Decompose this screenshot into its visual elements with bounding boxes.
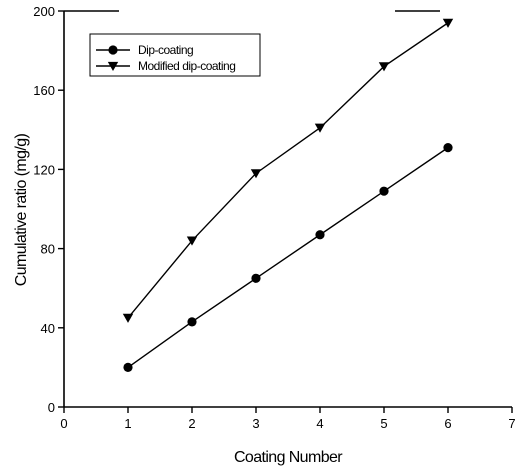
y-tick-label: 40 xyxy=(41,321,55,336)
legend-label: Dip-coating xyxy=(138,43,193,57)
data-point xyxy=(186,236,198,246)
data-point xyxy=(123,362,133,372)
data-point xyxy=(314,123,326,133)
legend-marker xyxy=(107,61,119,71)
series-group xyxy=(122,18,454,372)
series-line xyxy=(127,22,449,319)
series-1 xyxy=(123,143,453,372)
x-tick-label: 6 xyxy=(444,416,451,431)
data-point xyxy=(378,62,390,72)
axes: 0 1 2 3 4 5 6 7 0 40 80 120 160 200 xyxy=(33,4,515,431)
data-point xyxy=(315,230,325,240)
x-tick-label: 2 xyxy=(188,416,195,431)
y-tick-label: 80 xyxy=(41,242,55,257)
data-point xyxy=(379,186,389,196)
x-tick-label: 4 xyxy=(316,416,323,431)
legend-entry: Dip-coating xyxy=(96,43,194,57)
legend-label: Modified dip-coating xyxy=(138,59,235,73)
legend-marker xyxy=(108,45,118,55)
legend-box xyxy=(89,33,261,77)
y-tick-label: 120 xyxy=(33,162,55,177)
data-point xyxy=(251,273,261,283)
y-axis-title: Cumulative ratio (mg/g) xyxy=(13,133,30,286)
data-point xyxy=(442,18,454,28)
x-tick-label: 3 xyxy=(252,416,259,431)
y-tick-label: 200 xyxy=(33,4,55,19)
x-tick-label: 0 xyxy=(60,416,67,431)
data-point xyxy=(187,317,197,327)
legend: Dip-coating Modified dip-coating xyxy=(89,33,261,77)
legend-entry: Modified dip-coating xyxy=(96,59,236,73)
x-axis-title: Coating Number xyxy=(234,449,343,466)
series-2 xyxy=(122,18,454,323)
y-tick-label: 160 xyxy=(33,83,55,98)
x-tick-label: 1 xyxy=(124,416,131,431)
y-tick-label: 0 xyxy=(48,400,55,415)
x-tick-label: 7 xyxy=(508,416,515,431)
data-point xyxy=(250,169,262,179)
data-point xyxy=(122,313,134,323)
data-point xyxy=(443,143,453,153)
series-line xyxy=(127,147,449,368)
x-tick-label: 5 xyxy=(380,416,387,431)
